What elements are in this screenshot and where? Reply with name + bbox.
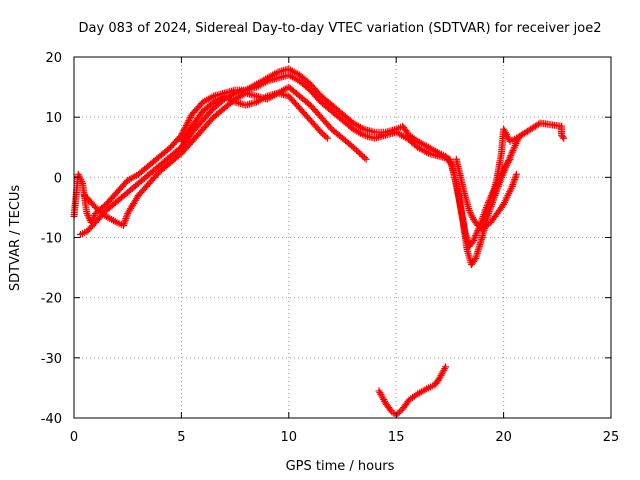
data-point bbox=[512, 170, 520, 178]
data-point-fill bbox=[505, 157, 513, 165]
data-point bbox=[508, 182, 516, 190]
data-point-fill bbox=[122, 213, 130, 221]
data-point bbox=[362, 155, 370, 163]
y-tick-label: -20 bbox=[41, 292, 62, 307]
data-point bbox=[506, 155, 514, 163]
x-tick-label: 5 bbox=[177, 430, 185, 445]
data-point-fill bbox=[507, 150, 515, 158]
data-point-fill bbox=[395, 408, 403, 416]
data-point bbox=[119, 221, 127, 229]
data-point-fill bbox=[486, 195, 494, 203]
data-point-fill bbox=[185, 117, 193, 125]
data-point-fill bbox=[472, 230, 480, 238]
data-point-fill bbox=[120, 220, 128, 228]
data-point-fill bbox=[510, 177, 518, 185]
data-point-fill bbox=[412, 391, 420, 399]
data-point bbox=[323, 134, 331, 142]
x-tick-label: 20 bbox=[495, 430, 512, 445]
data-point-fill bbox=[319, 130, 327, 138]
x-tick-labels: 0 5 10 15 20 25 bbox=[70, 430, 619, 445]
data-point-fill bbox=[182, 121, 190, 129]
data-point-fill bbox=[121, 218, 129, 226]
data-point-fill bbox=[320, 131, 328, 139]
data-point-fill bbox=[121, 216, 129, 224]
y-tick-label: 10 bbox=[45, 111, 62, 126]
data-point-fill bbox=[509, 181, 517, 189]
data-point-fill bbox=[441, 365, 449, 373]
data-point-fill bbox=[473, 220, 481, 228]
axis-ticks bbox=[73, 56, 612, 419]
data-point bbox=[482, 203, 490, 211]
data-point-fill bbox=[485, 197, 493, 205]
data-point bbox=[470, 237, 478, 245]
data-point-fill bbox=[183, 120, 191, 128]
data-point-fill bbox=[387, 406, 395, 414]
y-tick-label: 0 bbox=[54, 171, 62, 186]
data-point-fill bbox=[473, 228, 481, 236]
data-point bbox=[349, 143, 357, 151]
data-point-fill bbox=[508, 148, 516, 156]
data-point-fill bbox=[354, 148, 362, 156]
data-point-fill bbox=[512, 172, 520, 180]
data-point-fill bbox=[316, 127, 324, 135]
x-tick-label: 15 bbox=[388, 430, 405, 445]
data-point-fill bbox=[559, 133, 567, 141]
data-point-fill bbox=[357, 151, 365, 159]
y-axis-label: SDTVAR / TECUs bbox=[8, 185, 23, 292]
data-point-fill bbox=[507, 152, 515, 160]
data-point bbox=[442, 363, 450, 371]
y-tick-labels: -40 -30 -20 -10 0 10 20 bbox=[41, 51, 62, 427]
data-point-fill bbox=[510, 145, 518, 153]
data-point-fill bbox=[471, 256, 479, 264]
data-point-fill bbox=[470, 235, 478, 243]
data-point-fill bbox=[509, 179, 517, 187]
data-point-fill bbox=[472, 231, 480, 239]
y-tick-label: -40 bbox=[41, 412, 62, 427]
data-point-fill bbox=[184, 118, 192, 126]
data-point-fill bbox=[509, 147, 517, 155]
data-point-fill bbox=[394, 409, 402, 417]
data-point-fill bbox=[511, 174, 519, 182]
data-point-fill bbox=[511, 175, 519, 183]
data-point-fill bbox=[351, 145, 359, 153]
data-points bbox=[70, 65, 568, 419]
y-tick-label: -10 bbox=[41, 232, 62, 247]
data-point bbox=[317, 128, 325, 136]
data-point-fill bbox=[361, 154, 369, 162]
data-point bbox=[356, 149, 364, 157]
x-tick-label: 0 bbox=[70, 430, 78, 445]
x-tick-label: 10 bbox=[281, 430, 298, 445]
data-point-fill bbox=[359, 152, 367, 160]
data-point-fill bbox=[123, 211, 131, 219]
x-tick-label: 25 bbox=[603, 430, 620, 445]
data-point-fill bbox=[186, 113, 194, 121]
data-point-fill bbox=[352, 146, 360, 154]
data-point-fill bbox=[122, 215, 130, 223]
x-axis-label: GPS time / hours bbox=[286, 459, 395, 474]
data-point-fill bbox=[186, 115, 194, 123]
data-point-fill bbox=[484, 200, 492, 208]
y-tick-label: -30 bbox=[41, 352, 62, 367]
chart-title: Day 083 of 2024, Sidereal Day-to-day VTE… bbox=[79, 21, 602, 36]
data-point-fill bbox=[322, 133, 330, 141]
data-point-fill bbox=[483, 202, 491, 210]
data-point-fill bbox=[471, 233, 479, 241]
data-point bbox=[560, 134, 568, 142]
data-point-fill bbox=[485, 198, 493, 206]
y-tick-label: 20 bbox=[45, 51, 62, 66]
